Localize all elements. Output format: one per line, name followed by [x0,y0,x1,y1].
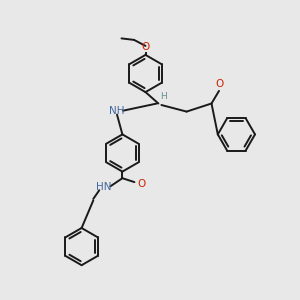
Text: NH: NH [109,106,124,116]
Text: HN: HN [96,182,112,192]
Text: O: O [137,178,146,189]
Text: H: H [160,92,167,101]
Text: O: O [141,42,150,52]
Text: O: O [215,80,224,89]
